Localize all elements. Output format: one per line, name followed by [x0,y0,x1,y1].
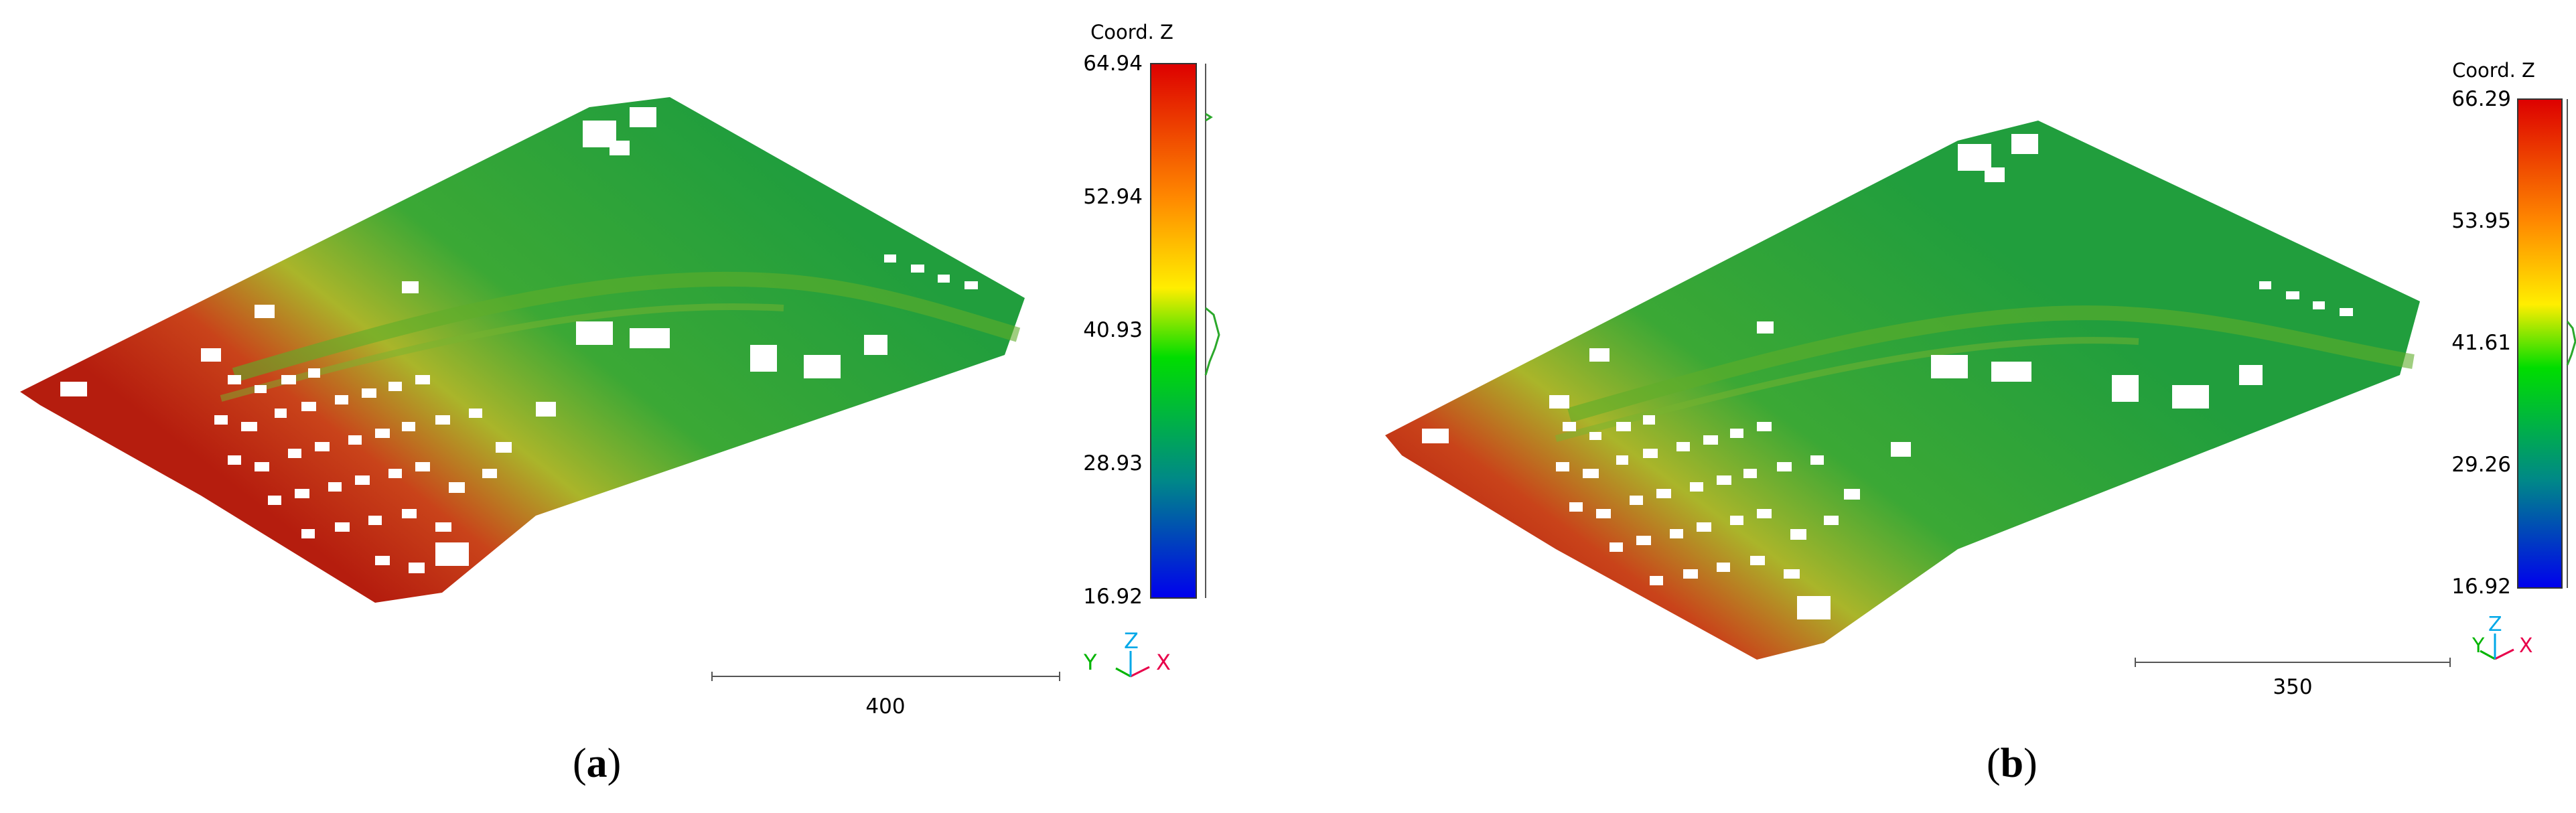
colorbar-tick: 28.93 [1083,451,1143,475]
histogram [2566,321,2576,366]
colorbar: Coord. Z 64.94 52.94 40.93 28.93 16.92 [1083,21,1220,609]
colorbar-tick: 40.93 [1083,318,1143,342]
point-cloud-terrain [1385,121,2420,660]
y-axis-label: Y [1083,650,1097,675]
point-cloud-terrain [20,97,1025,603]
colorbar-tick: 53.95 [2451,209,2511,233]
y-axis-line [2480,650,2496,660]
panel-caption: (b) [1987,741,2037,786]
scale-label: 400 [865,694,905,719]
panel-caption: (a) [573,741,622,786]
x-axis-label: X [1156,650,1171,675]
z-axis-label: Z [2488,613,2502,636]
x-axis-line [2494,648,2514,660]
colorbar-gradient [1150,63,1197,599]
building-gaps [1422,134,2353,619]
axis-triad: Y Z X [1083,628,1171,678]
y-axis-line [1115,667,1131,678]
colorbar-title: Coord. Z [1090,21,1173,44]
colorbar-tick: 52.94 [1083,185,1143,209]
colorbar-tick: 41.61 [2451,331,2511,355]
z-axis-label: Z [1124,628,1139,654]
colorbar-title: Coord. Z [2452,59,2535,82]
scale-bar: 350 [2135,658,2451,699]
panel-b: Coord. Z 66.29 53.95 41.61 29.26 16.92 3… [1288,0,2576,813]
scale-bar: 400 [711,672,1060,719]
colorbar-gradient [2517,98,2563,589]
axis-triad: Y Z X [2472,613,2533,660]
colorbar-tick: 29.26 [2451,453,2511,477]
building-gaps [60,107,978,573]
x-axis-label: X [2519,634,2533,658]
colorbar: Coord. Z 66.29 53.95 41.61 29.26 16.92 [2451,59,2576,599]
colorbar-tick-min: 16.92 [1083,585,1143,609]
scale-label: 350 [2273,675,2312,699]
colorbar-tick-max: 66.29 [2451,87,2511,111]
panel-b-figure: Coord. Z 66.29 53.95 41.61 29.26 16.92 3… [1385,59,2576,699]
colorbar-tick-min: 16.92 [2451,575,2511,599]
y-axis-label: Y [2472,634,2485,658]
histogram [1204,113,1220,376]
colorbar-tick-max: 64.94 [1083,52,1143,76]
panel-a: Coord. Z 64.94 52.94 40.93 28.93 16.92 4… [20,21,1220,786]
x-axis-line [1130,666,1150,678]
panel-a-figure: Coord. Z 64.94 52.94 40.93 28.93 16.92 4… [20,21,1220,719]
